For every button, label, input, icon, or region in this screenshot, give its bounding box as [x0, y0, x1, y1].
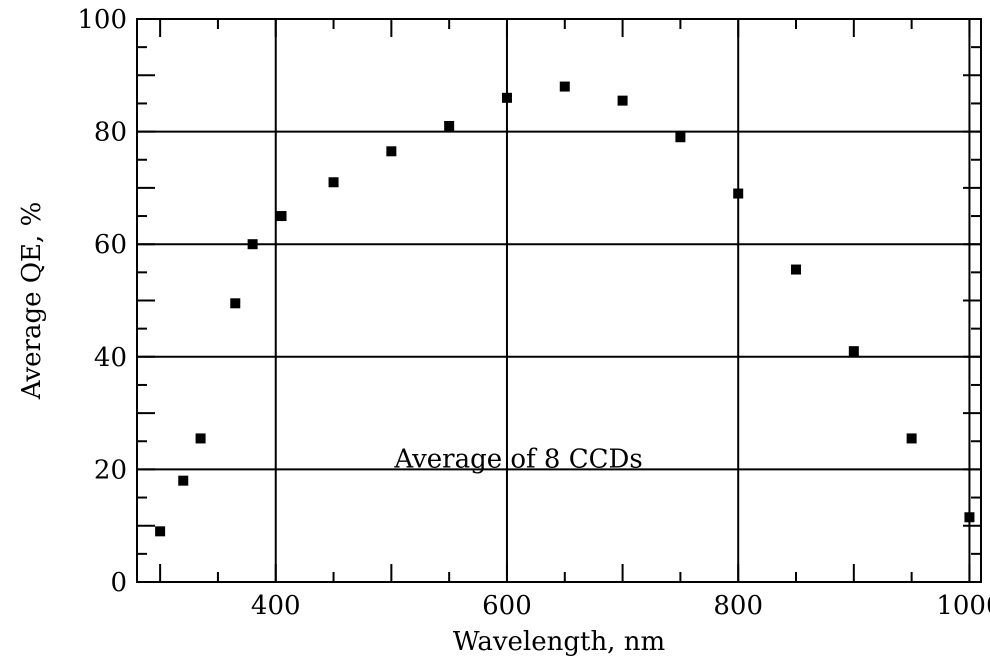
x-axis-label: Wavelength, nm [453, 627, 665, 657]
plot-frame [136, 18, 982, 583]
data-point [195, 433, 206, 444]
y-tick-label: 60 [94, 230, 127, 260]
x-tick-label: 800 [713, 591, 763, 621]
data-point [964, 512, 975, 523]
data-point [733, 188, 744, 199]
data-point [328, 177, 339, 188]
data-point [178, 475, 189, 486]
y-tick-label: 20 [94, 455, 127, 485]
data-points [155, 81, 975, 537]
data-point [155, 526, 166, 537]
data-point [444, 120, 455, 131]
grid-lines [137, 19, 981, 582]
data-point [230, 298, 241, 309]
x-tick-label: 600 [482, 591, 532, 621]
y-tick-label: 80 [94, 118, 127, 148]
chart-annotation: Average of 8 CCDs [393, 444, 642, 474]
data-point [501, 92, 512, 103]
data-point [675, 132, 686, 143]
y-tick-label: 100 [77, 5, 127, 35]
data-point [791, 264, 802, 275]
x-tick-label: 400 [251, 591, 301, 621]
y-tick-label: 0 [110, 568, 127, 598]
data-point [276, 211, 287, 222]
y-tick-labels: 0 20 40 60 80 100 [77, 5, 127, 598]
data-point [848, 346, 859, 357]
y-axis-label: Average QE, % [17, 202, 47, 401]
y-tick-label: 40 [94, 343, 127, 373]
data-point [386, 146, 397, 157]
data-point [559, 81, 570, 92]
data-point [247, 239, 258, 250]
data-point [906, 433, 917, 444]
data-point [617, 95, 628, 106]
axis-ticks [137, 18, 981, 583]
